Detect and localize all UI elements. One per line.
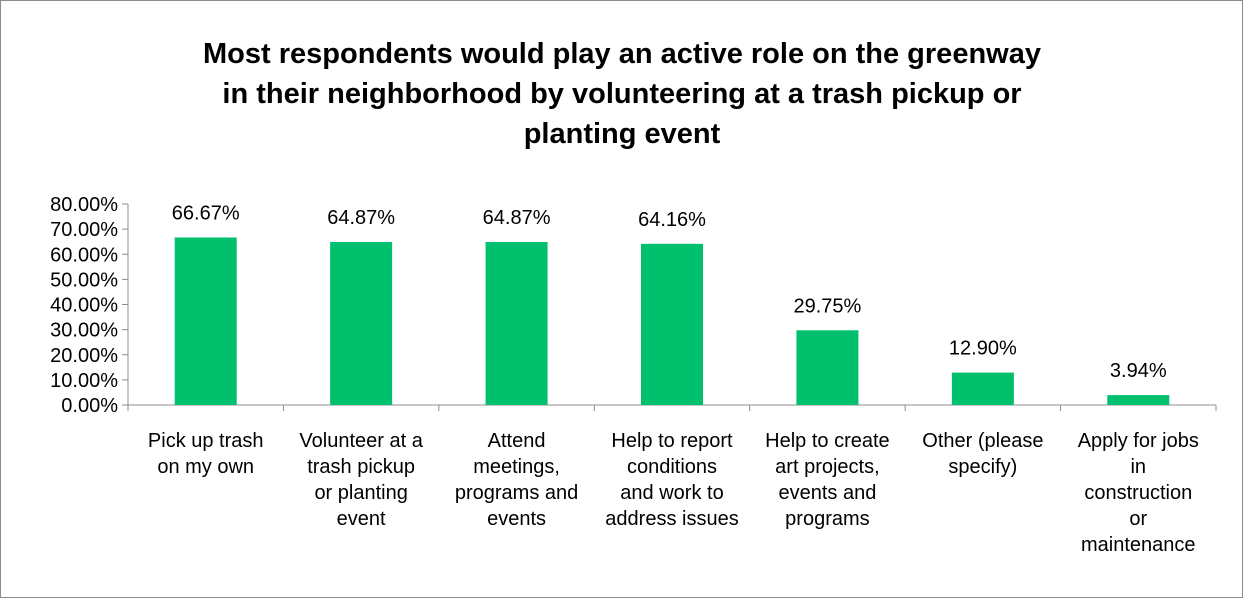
category-label-line: Volunteer at a — [299, 430, 423, 452]
category-label-line: or — [1129, 508, 1147, 530]
y-tick-label: 70.00% — [50, 219, 118, 241]
category-label-line: and work to — [620, 482, 723, 504]
bar — [330, 242, 393, 405]
data-labels: 66.67% 64.87% 64.87% 64.16% 29.75% 12.90% 3.94… — [172, 202, 1167, 382]
y-tick-label: 30.00% — [50, 320, 118, 342]
y-tick-label: 0.00% — [61, 395, 118, 417]
bar — [1107, 395, 1170, 405]
category-label-line: art projects, — [775, 456, 879, 478]
category-label: Apply for jobs in construction or maintenanc… — [1078, 430, 1199, 556]
category-label-line: programs — [785, 508, 869, 530]
chart-title-line-3: planting event — [523, 118, 721, 150]
y-tick-label: 40.00% — [50, 295, 118, 317]
category-label: Attend meetings, programs and events — [455, 430, 578, 530]
bar — [951, 372, 1014, 405]
category-label-line: event — [337, 508, 386, 530]
category-label-line: Attend — [488, 430, 546, 452]
category-label-line: Help to create — [765, 430, 890, 452]
data-label: 3.94% — [1110, 360, 1167, 382]
y-tick-label: 60.00% — [50, 244, 118, 266]
category-label-line: trash pickup — [307, 456, 415, 478]
bars — [174, 237, 1170, 405]
category-label-line: meetings, — [473, 456, 560, 478]
category-label-line: maintenance — [1081, 534, 1196, 556]
category-label: Pick up trash on my own — [148, 430, 264, 478]
category-label-line: specify) — [948, 456, 1017, 478]
category-label-line: Help to report — [611, 430, 733, 452]
y-tick-label: 10.00% — [50, 370, 118, 392]
category-label-line: events and — [778, 482, 876, 504]
category-label-line: Other (please — [922, 430, 1043, 452]
chart-title-line-1: Most respondents would play an active ro… — [203, 38, 1041, 70]
category-label-line: programs and — [455, 482, 578, 504]
bar — [796, 330, 859, 405]
category-label: Volunteer at a trash pickup or planting eve… — [299, 430, 423, 530]
category-label-line: construction — [1084, 482, 1192, 504]
category-label: Help to report conditions and work to addre… — [605, 430, 738, 530]
bar — [641, 243, 703, 405]
category-labels: Pick up trash on my own Volunteer at a tras… — [148, 430, 1199, 556]
category-label-line: on my own — [157, 456, 254, 478]
category-label-line: in — [1130, 456, 1146, 478]
y-tick-label: 50.00% — [50, 269, 118, 291]
data-label: 66.67% — [172, 202, 240, 224]
chart-title-line-2: in their neighborhood by volunteering at… — [222, 78, 1022, 110]
category-label-line: Apply for jobs — [1078, 430, 1199, 452]
category-label: Other (please specify) — [922, 430, 1043, 478]
data-label: 29.75% — [794, 295, 862, 317]
bar — [485, 242, 548, 405]
category-label: Help to create art projects, events and pro… — [765, 430, 890, 530]
category-label-line: or planting — [314, 482, 407, 504]
x-axis — [127, 404, 1217, 411]
data-label: 64.16% — [638, 209, 706, 231]
category-label-line: conditions — [627, 456, 717, 478]
bar — [174, 237, 237, 405]
category-label-line: Pick up trash — [148, 430, 264, 452]
data-label: 64.87% — [483, 207, 551, 229]
y-axis: 0.00% 10.00% 20.00% 30.00% 40.00% 50.00% 60.00… — [50, 194, 129, 417]
data-label: 64.87% — [327, 207, 395, 229]
category-label-line: address issues — [605, 508, 738, 530]
y-tick-label: 20.00% — [50, 345, 118, 367]
category-label-line: events — [487, 508, 546, 530]
y-tick-label: 80.00% — [50, 194, 118, 216]
data-label: 12.90% — [949, 338, 1017, 360]
chart-title: Most respondents would play an active ro… — [0, 34, 1244, 154]
